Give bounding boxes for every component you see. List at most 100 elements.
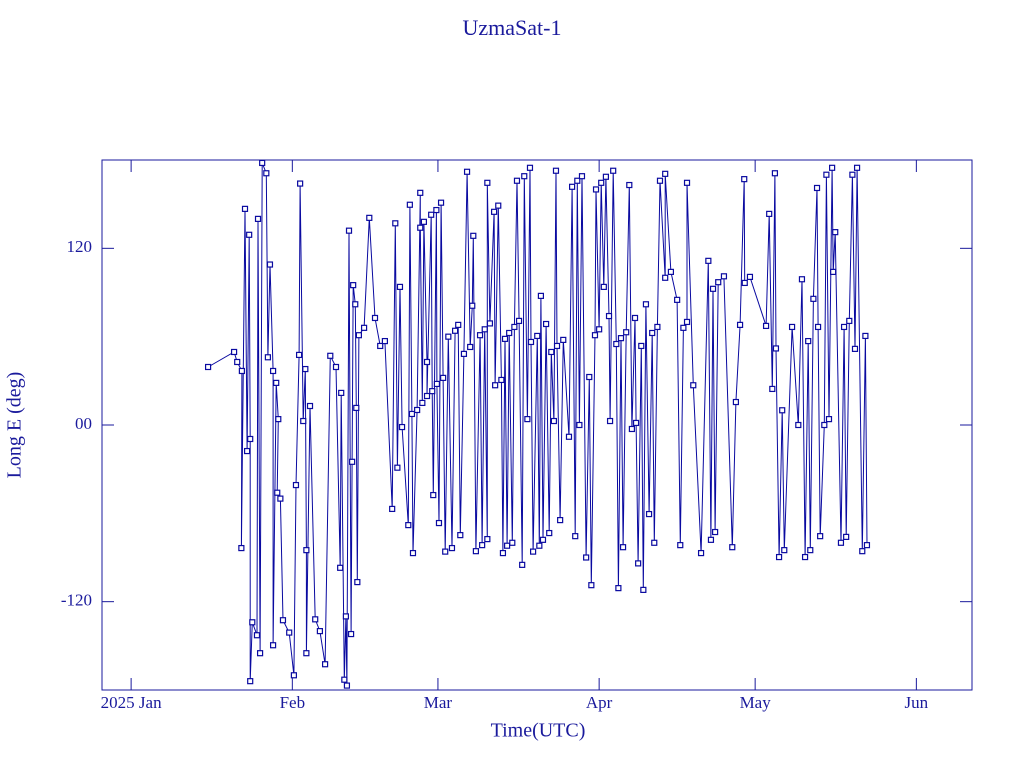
data-point (312, 616, 319, 623)
data-point (762, 322, 770, 330)
data-point (259, 160, 266, 167)
y-tick-label: 120 (67, 237, 93, 256)
data-point (506, 329, 513, 337)
data-point (347, 630, 355, 638)
data-point (269, 367, 277, 375)
data-point (247, 678, 254, 685)
data-point (592, 186, 600, 193)
data-point (851, 345, 859, 352)
data-point (807, 547, 814, 554)
data-point (810, 295, 817, 302)
chart-title: UzmaSat-1 (463, 15, 562, 40)
data-point (498, 376, 505, 384)
data-point (617, 335, 625, 342)
data-point (499, 549, 507, 557)
data-point (656, 177, 664, 184)
data-point (651, 539, 658, 546)
data-point (316, 628, 323, 635)
data-point (279, 617, 287, 624)
data-point (243, 447, 251, 455)
data-point (843, 533, 850, 540)
data-point (253, 632, 261, 639)
data-point (801, 553, 809, 561)
data-point (495, 202, 502, 209)
data-point (529, 548, 537, 555)
data-point (273, 379, 280, 386)
data-point (238, 544, 245, 552)
data-point (638, 342, 645, 350)
data-point (825, 416, 833, 423)
data-point (469, 302, 476, 309)
x-tick-label: Feb (280, 693, 306, 712)
data-point (543, 320, 550, 328)
data-point (204, 363, 212, 371)
data-point (341, 676, 348, 683)
data-point (741, 176, 748, 183)
data-point (256, 650, 264, 657)
data-point (674, 296, 681, 303)
data-point (863, 542, 871, 549)
data-line (207, 162, 868, 686)
data-point (306, 402, 314, 410)
data-point (662, 170, 669, 177)
data-point (337, 564, 344, 571)
data-point (440, 374, 447, 381)
data-point (343, 682, 351, 689)
data-point (623, 329, 630, 336)
data-point (249, 619, 256, 626)
data-point (821, 421, 828, 429)
data-point (405, 522, 412, 529)
data-point (423, 392, 431, 400)
data-point (680, 324, 687, 331)
data-point (423, 358, 431, 366)
data-point (840, 323, 848, 331)
data-point (600, 283, 607, 291)
data-point (631, 314, 639, 322)
data-point (476, 332, 484, 339)
data-point (654, 323, 661, 331)
data-point (295, 351, 303, 359)
data-point (746, 273, 754, 280)
data-point (332, 363, 340, 371)
data-point (398, 423, 406, 431)
data-point (837, 539, 845, 546)
data-point (741, 279, 748, 287)
data-point (606, 417, 614, 425)
data-point (463, 168, 471, 175)
data-point (591, 332, 599, 339)
data-point (720, 273, 728, 280)
data-point (534, 332, 541, 340)
data-point (389, 505, 396, 513)
plot-area (204, 160, 871, 689)
data-point (353, 404, 360, 412)
data-point (649, 329, 656, 337)
data-point (849, 171, 856, 178)
data-point (552, 167, 560, 174)
x-tick-label: Apr (586, 693, 613, 712)
data-point (408, 410, 416, 418)
data-point (457, 532, 464, 539)
data-point (769, 385, 776, 393)
data-point (830, 268, 837, 275)
data-point (707, 536, 715, 543)
data-point (394, 464, 401, 471)
data-point (300, 417, 307, 425)
data-point (615, 585, 622, 592)
x-axis-label: Time(UTC) (491, 720, 586, 742)
data-point (526, 164, 534, 171)
data-point (470, 232, 477, 239)
data-point (667, 268, 675, 275)
data-point (632, 419, 640, 427)
data-point (565, 433, 573, 440)
data-point (467, 343, 474, 351)
data-point (484, 535, 491, 543)
data-point (578, 173, 586, 180)
data-point (736, 321, 744, 328)
data-point (853, 164, 861, 171)
data-point (705, 257, 712, 264)
data-point (511, 323, 518, 331)
data-point (524, 416, 531, 423)
data-point (690, 382, 697, 389)
data-point (635, 560, 642, 567)
data-point (771, 170, 779, 177)
